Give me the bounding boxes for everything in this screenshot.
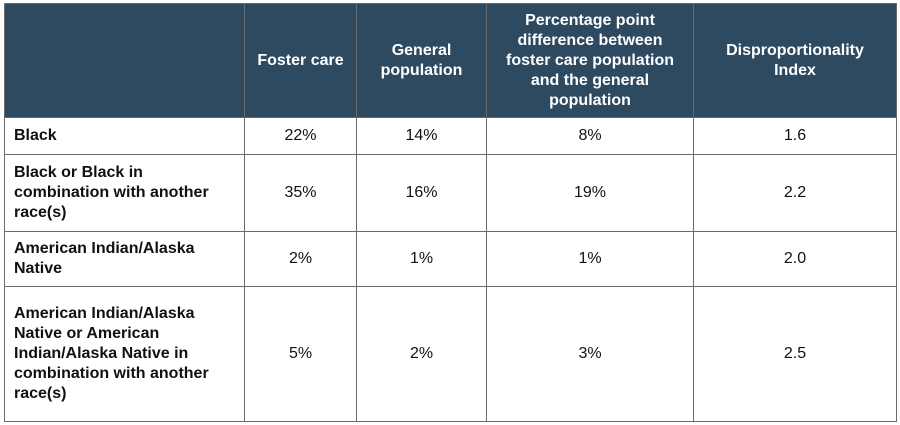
disproportionality-table-container: Foster care General population Percentag… bbox=[4, 3, 897, 422]
percentage-point-difference-cell: 19% bbox=[486, 154, 694, 232]
disproportionality-index-cell: 2.0 bbox=[693, 231, 897, 287]
disproportionality-index-cell: 1.6 bbox=[693, 117, 897, 155]
row-label: Black or Black in combination with anoth… bbox=[4, 154, 245, 232]
foster-care-cell: 35% bbox=[244, 154, 357, 232]
table-header-row: Foster care General population Percentag… bbox=[4, 3, 897, 118]
percentage-point-difference-cell: 8% bbox=[486, 117, 694, 155]
row-label: American Indian/Alaska Native or America… bbox=[4, 286, 245, 422]
disproportionality-index-cell: 2.2 bbox=[693, 154, 897, 232]
table-row: Black or Black in combination with anoth… bbox=[4, 154, 897, 232]
row-label: Black bbox=[4, 117, 245, 155]
foster-care-cell: 22% bbox=[244, 117, 357, 155]
foster-care-cell: 2% bbox=[244, 231, 357, 287]
table-row: American Indian/Alaska Native or America… bbox=[4, 286, 897, 422]
percentage-point-difference-cell: 1% bbox=[486, 231, 694, 287]
header-row-label bbox=[4, 3, 245, 118]
table-row: American Indian/Alaska Native 2% 1% 1% 2… bbox=[4, 231, 897, 287]
general-population-cell: 2% bbox=[356, 286, 487, 422]
header-general-population: General population bbox=[356, 3, 487, 118]
table-row: Black 22% 14% 8% 1.6 bbox=[4, 117, 897, 155]
percentage-point-difference-cell: 3% bbox=[486, 286, 694, 422]
disproportionality-table: Foster care General population Percentag… bbox=[4, 3, 897, 422]
row-label: American Indian/Alaska Native bbox=[4, 231, 245, 287]
general-population-cell: 16% bbox=[356, 154, 487, 232]
disproportionality-index-cell: 2.5 bbox=[693, 286, 897, 422]
header-disproportionality-index: Disproportionality Index bbox=[693, 3, 897, 118]
foster-care-cell: 5% bbox=[244, 286, 357, 422]
general-population-cell: 1% bbox=[356, 231, 487, 287]
header-percentage-point-difference: Percentage point difference between fost… bbox=[486, 3, 694, 118]
general-population-cell: 14% bbox=[356, 117, 487, 155]
header-foster-care: Foster care bbox=[244, 3, 357, 118]
